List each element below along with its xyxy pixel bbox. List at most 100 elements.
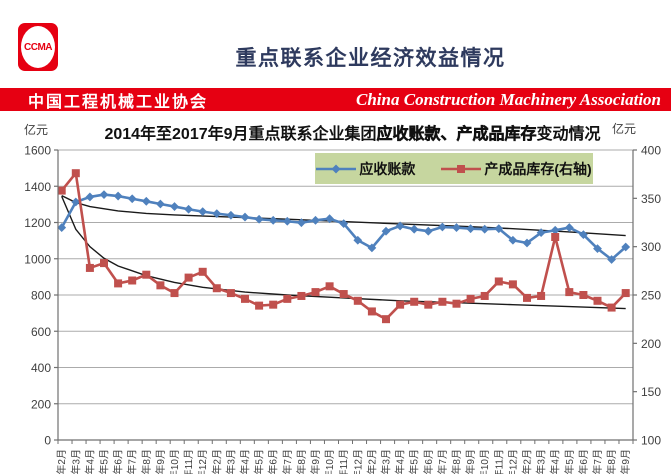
data-point-diamond [508, 235, 518, 245]
x-axis-label: 2014年3月 [69, 449, 82, 474]
data-point-square [339, 290, 348, 299]
data-point-square [184, 273, 193, 282]
data-point-square [325, 282, 334, 291]
x-axis-label: 2015年6月 [267, 449, 280, 474]
data-point-square [71, 169, 80, 178]
data-point-diamond [579, 230, 588, 240]
association-name-cn: 中国工程机械工业协会 [28, 93, 209, 111]
data-point-diamond [536, 228, 546, 238]
x-axis-label: 2016年5月 [408, 449, 421, 474]
x-axis-label: 2014年2月 [55, 449, 68, 474]
data-point-square [508, 280, 517, 289]
data-point-diamond [156, 199, 165, 209]
data-point-square [283, 294, 292, 303]
data-point-square [128, 276, 137, 285]
x-axis-label: 2015年5月 [253, 449, 266, 474]
ccma-logo-text: CCMA [24, 41, 53, 53]
data-point-square [311, 288, 320, 297]
data-point-diamond [240, 212, 250, 222]
data-point-diamond [212, 209, 222, 219]
x-axis-label: 2015年3月 [224, 449, 237, 474]
data-point-square [297, 291, 306, 300]
left-axis-tick-label: 1000 [24, 252, 51, 266]
data-point-diamond [381, 226, 391, 236]
legend-square-marker-icon [441, 164, 482, 173]
left-axis-tick-label: 1400 [24, 180, 51, 194]
x-axis-label: 2016年4月 [394, 449, 407, 474]
data-point-diamond [127, 194, 137, 204]
data-point-diamond [494, 224, 504, 234]
chart-legend: 应收账款 产成品库存(右轴) [315, 153, 593, 184]
chart-title-emphasis: 应收账款、产成品库存 [376, 126, 537, 144]
x-axis-label: 2015年9月 [309, 449, 322, 474]
x-axis-label: 2017年7月 [591, 449, 604, 474]
data-point-square [565, 288, 574, 297]
x-axis-label: 2016年11月 [492, 449, 505, 474]
data-point-diamond [607, 255, 616, 264]
data-point-diamond [113, 191, 123, 201]
data-point-square [241, 294, 249, 303]
association-banner: 中国工程机械工业协会 China Construction Machinery … [0, 88, 671, 111]
data-point-diamond [438, 222, 447, 232]
x-axis-label: 2014年6月 [112, 449, 125, 474]
x-axis-label: 2015年8月 [295, 449, 308, 474]
data-point-diamond [184, 204, 193, 214]
data-point-square [396, 300, 405, 309]
x-axis-label: 2014年12月 [196, 449, 209, 474]
data-point-square [114, 279, 123, 288]
data-point-diamond [593, 244, 602, 253]
x-axis-label: 2016年7月 [436, 449, 449, 474]
data-point-diamond [254, 214, 264, 224]
chart-title-prefix: 2014年至2017年9月重点联系企业集团 [104, 126, 377, 143]
data-point-square [85, 263, 94, 272]
data-point-diamond [282, 216, 292, 226]
data-point-diamond [170, 202, 179, 211]
x-axis-label: 2016年2月 [365, 449, 378, 474]
x-axis-label: 2014年8月 [140, 449, 153, 474]
right-axis-unit-label: 亿元 [612, 122, 637, 136]
data-point-diamond [85, 192, 95, 202]
data-point-diamond [339, 219, 349, 228]
data-point-square [523, 293, 531, 302]
data-point-square [424, 300, 433, 309]
legend-item: 产成品库存(右轴) [441, 159, 592, 179]
data-point-square [593, 296, 602, 305]
data-point-square [607, 303, 616, 312]
data-point-square [156, 281, 165, 290]
left-axis-unit-label: 亿元 [24, 123, 49, 137]
x-axis-label: 2014年4月 [83, 449, 96, 474]
data-point-square [579, 291, 588, 299]
data-point-diamond [353, 235, 363, 245]
x-axis-label: 2017年2月 [521, 449, 534, 474]
x-axis-label: 2014年7月 [126, 449, 139, 474]
data-point-diamond [466, 224, 475, 234]
right-axis-tick-label: 250 [641, 289, 661, 303]
data-point-square [269, 300, 278, 309]
ccma-logo: CCMA [18, 23, 58, 71]
right-axis-tick-label: 300 [641, 240, 661, 254]
ccma-logo-ellipse: CCMA [21, 26, 55, 68]
left-axis-tick-label: 400 [31, 361, 51, 375]
chart-title: 2014年至2017年9月重点联系企业集团应收账款、产成品库存变动情况 [42, 120, 663, 144]
data-point-diamond [550, 225, 560, 235]
right-axis-tick-label: 100 [641, 434, 661, 448]
data-point-square [382, 315, 390, 324]
left-axis-tick-label: 600 [31, 325, 51, 339]
chart-title-suffix: 变动情况 [536, 126, 601, 143]
legend-item: 应收账款 [316, 159, 415, 179]
data-point-square [170, 289, 179, 298]
left-axis-tick-label: 800 [31, 289, 51, 303]
data-point-square [452, 299, 461, 308]
data-point-square [212, 284, 221, 293]
x-axis-label: 2017年5月 [563, 449, 576, 474]
data-point-square [537, 291, 546, 300]
left-axis-tick-label: 1600 [24, 144, 51, 158]
data-point-square [57, 186, 66, 195]
data-point-diamond [621, 242, 631, 252]
x-axis-label: 2015年4月 [239, 449, 252, 474]
data-point-diamond [71, 197, 81, 207]
data-point-square [353, 296, 362, 305]
x-axis-label: 2017年4月 [549, 449, 562, 474]
